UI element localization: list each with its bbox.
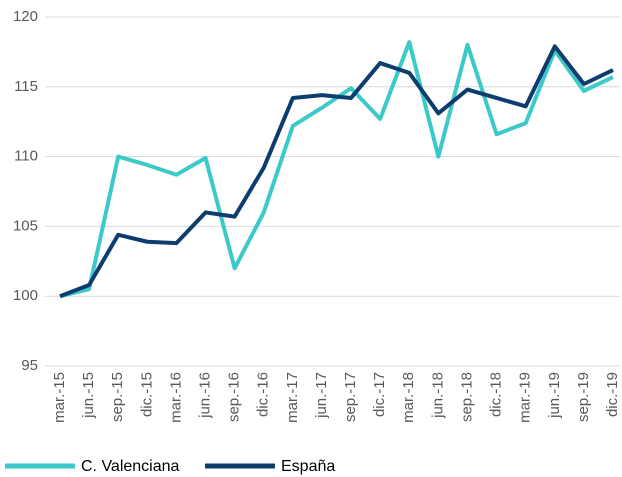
y-tick-label: 120 — [13, 8, 38, 25]
x-tick-label: mar.-18 — [400, 372, 417, 423]
y-tick-label: 105 — [13, 217, 38, 234]
y-tick-label: 95 — [21, 357, 38, 374]
x-tick-label: dic.-15 — [138, 372, 155, 417]
x-tick-label: jun.-15 — [80, 372, 97, 419]
x-tick-label: mar.-15 — [51, 372, 68, 423]
x-tick-label: dic.-16 — [255, 372, 272, 417]
x-tick-label: jun.-18 — [429, 372, 446, 419]
x-tick-label: sep.-16 — [226, 372, 243, 422]
y-tick-label: 115 — [14, 78, 38, 95]
x-tick-label: jun.-17 — [313, 372, 330, 419]
series-line — [59, 44, 614, 299]
x-tick-label: sep.-19 — [575, 372, 592, 422]
x-tick-label: mar.-17 — [284, 372, 301, 423]
x-tick-label: jun.-16 — [196, 372, 213, 419]
x-tick-label: sep.-17 — [342, 372, 359, 422]
y-tick-label: 110 — [14, 148, 38, 165]
x-tick-label: mar.-16 — [167, 372, 184, 423]
x-tick-label: sep.-18 — [458, 372, 475, 422]
x-tick-label: dic.-18 — [488, 372, 505, 417]
series-line — [59, 40, 614, 299]
x-tick-label: mar.-19 — [517, 372, 534, 423]
x-tick-label: jun.-19 — [546, 372, 563, 419]
x-tick-label: dic.-17 — [371, 372, 388, 417]
x-tick-label: dic.-19 — [604, 372, 621, 417]
x-tick-label: sep.-15 — [109, 372, 126, 422]
legend-label: España — [281, 458, 335, 475]
y-tick-label: 100 — [13, 287, 38, 304]
legend-label: C. Valenciana — [81, 458, 180, 475]
